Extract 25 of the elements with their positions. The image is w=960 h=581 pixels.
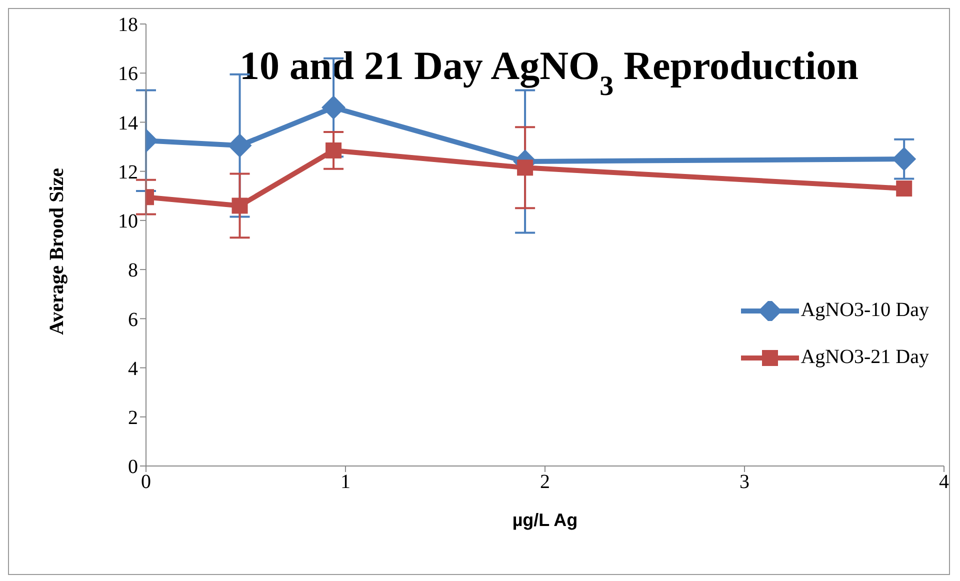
y-tick-label: 14 — [118, 112, 138, 134]
y-tick-label: 16 — [118, 63, 138, 86]
legend-label: AgNO3-10 Day — [800, 299, 929, 322]
point — [517, 160, 534, 176]
y-tick-label: 6 — [128, 308, 138, 331]
point — [896, 180, 912, 197]
y-tick-label: 18 — [118, 14, 138, 36]
y-tick-label: 10 — [118, 210, 138, 233]
x-tick-label: 1 — [340, 471, 350, 494]
point — [322, 95, 346, 120]
point — [232, 198, 248, 214]
x-tick-label: 3 — [740, 471, 750, 494]
point — [326, 142, 342, 158]
point — [228, 134, 252, 158]
legend-label: AgNO3-21 Day — [800, 346, 929, 369]
y-tick-label: 4 — [128, 358, 138, 380]
y-axis-title: Average Brood Size — [46, 168, 68, 335]
x-axis-title: µg/L Ag — [512, 510, 578, 530]
y-tick-label: 8 — [128, 260, 138, 282]
x-tick-label: 4 — [939, 471, 949, 494]
point — [892, 147, 916, 172]
y-tick-label: 2 — [128, 406, 138, 429]
y-tick-label: 0 — [128, 456, 138, 478]
y-tick-label: 12 — [118, 161, 138, 184]
x-tick-label: 2 — [540, 471, 550, 494]
